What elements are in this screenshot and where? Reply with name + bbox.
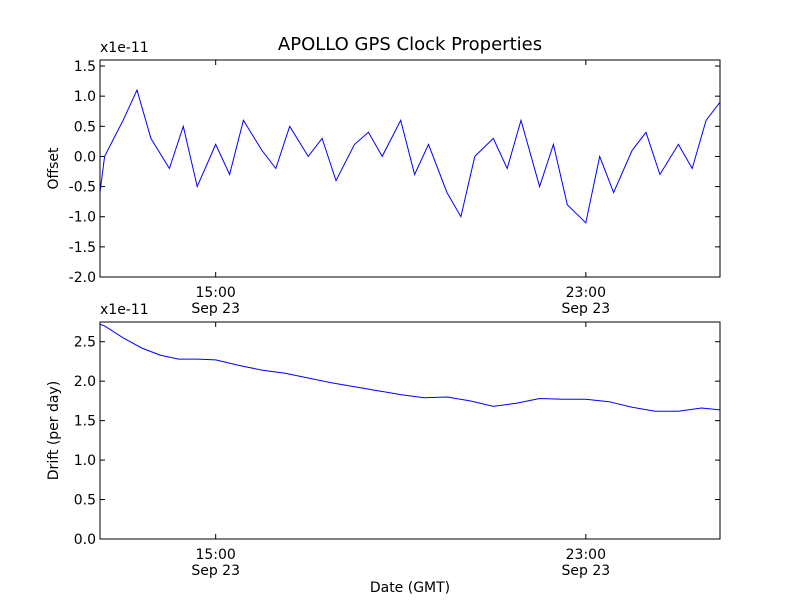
offset-ytick-label: -1.5 [69, 240, 96, 256]
offset-ytick-label: 1.5 [74, 59, 96, 75]
offset-ylabel: Offset [46, 147, 62, 190]
drift-ytick-label: 1.0 [74, 453, 96, 469]
drift-ytick-label: 2.5 [74, 335, 96, 351]
drift-series-line [100, 323, 720, 412]
drift-ytick-label: 1.5 [74, 414, 96, 430]
drift-y-multiplier: x1e-11 [100, 302, 149, 318]
offset-y-multiplier: x1e-11 [100, 40, 149, 56]
offset-ytick-label: -1.0 [69, 210, 96, 226]
offset-ytick-label: -0.5 [69, 180, 96, 196]
offset-xtick-date-label: Sep 23 [561, 301, 610, 317]
drift-xtick-date-label: Sep 23 [561, 563, 610, 579]
drift-ylabel: Drift (per day) [46, 381, 62, 480]
offset-axes-frame [99, 59, 721, 278]
offset-series-line [100, 88, 720, 224]
offset-xtick-date-label: Sep 23 [191, 301, 240, 317]
drift-ytick-label: 0.5 [74, 493, 96, 509]
drift-xtick-time-label: 23:00 [566, 547, 606, 563]
drift-xtick-time-label: 15:00 [195, 547, 235, 563]
chart-title: APOLLO GPS Clock Properties [278, 34, 542, 55]
drift-xlabel: Date (GMT) [370, 580, 450, 596]
drift-ytick-label: 2.0 [74, 374, 96, 390]
offset-xtick-time-label: 15:00 [195, 285, 235, 301]
offset-ytick-label: 0.0 [74, 149, 96, 165]
drift-ytick-label: 0.0 [74, 532, 96, 548]
offset-ytick-label: -2.0 [69, 270, 96, 286]
offset-ytick-label: 0.5 [74, 119, 96, 135]
offset-xtick-time-label: 23:00 [566, 285, 606, 301]
drift-axes-frame [99, 321, 721, 540]
offset-ytick-label: 1.0 [74, 89, 96, 105]
drift-xtick-date-label: Sep 23 [191, 563, 240, 579]
